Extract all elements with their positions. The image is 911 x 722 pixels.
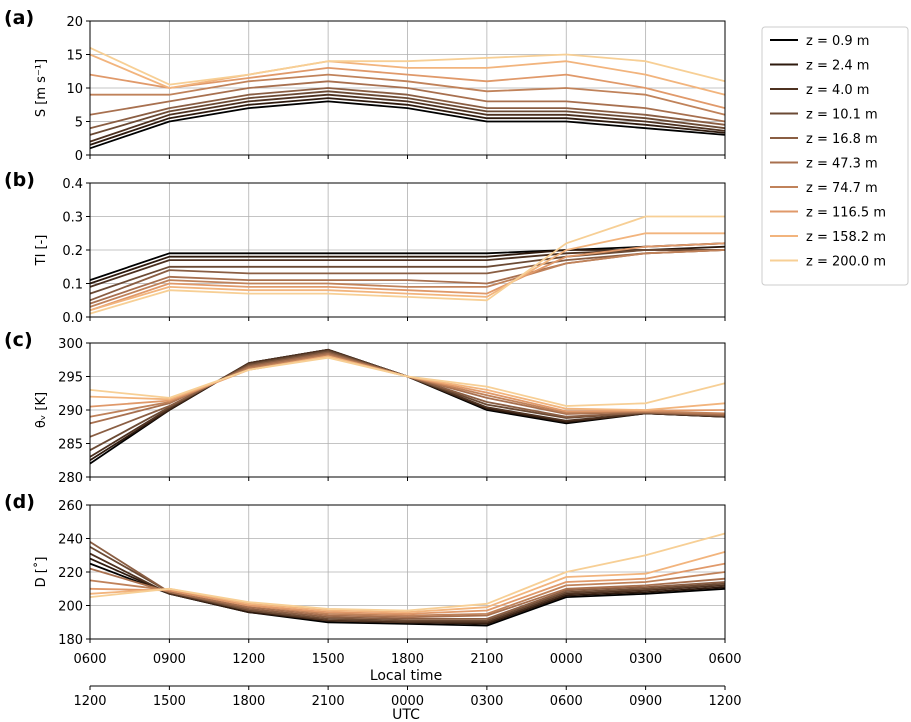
y-tick-label: 260 bbox=[58, 499, 83, 514]
y-tick-label: 0.2 bbox=[62, 244, 83, 259]
utc-tick-label: 1200 bbox=[708, 694, 741, 709]
y-tick-label: 220 bbox=[58, 566, 83, 581]
utc-tick-label: 0300 bbox=[470, 694, 503, 709]
series-line-7 bbox=[89, 249, 726, 308]
series-line-2 bbox=[89, 97, 726, 146]
x-tick-label: 0900 bbox=[153, 652, 186, 667]
y-tick-label: 285 bbox=[58, 438, 83, 453]
series-line-4 bbox=[89, 249, 725, 295]
series-line-10 bbox=[89, 46, 726, 86]
series-line-5 bbox=[89, 249, 726, 302]
y-tick-label: 290 bbox=[58, 404, 83, 419]
panel-label: (b) bbox=[4, 169, 35, 191]
x-tick-label: 0000 bbox=[550, 652, 583, 667]
series-line-1 bbox=[89, 100, 726, 150]
utc-tick-label: 0900 bbox=[629, 694, 662, 709]
y-tick-label: 295 bbox=[58, 371, 83, 386]
y-tick-label: 0 bbox=[75, 149, 83, 164]
y-axis-label: TI [-] bbox=[34, 235, 49, 267]
legend-frame bbox=[761, 26, 909, 286]
legend-entry: z = 0.9 m bbox=[806, 34, 869, 49]
panel-2: 0.0 0.1 0.2 0.3 0.4 TI [-] (b) bbox=[4, 169, 726, 326]
y-axis-label: D [˚] bbox=[33, 557, 49, 588]
legend-entry: z = 10.1 m bbox=[806, 108, 878, 123]
series-line-8 bbox=[89, 242, 726, 312]
y-axis-label: θᵥ [K] bbox=[34, 392, 49, 428]
x-axis-label-local-time: Local time bbox=[370, 668, 442, 684]
legend-entry: z = 200.0 m bbox=[806, 255, 886, 270]
panels: 0 5 10 15 20 S [m s⁻¹] (a) 0.0 0.1 0.2 0.3 0.4 TI [-… bbox=[4, 7, 742, 709]
series-line-7 bbox=[90, 73, 726, 116]
legend: z = 0.9 m z = 2.4 m z = 4.0 m z = 10.1 m z =… bbox=[761, 26, 909, 286]
panel-label: (c) bbox=[4, 329, 33, 351]
x-tick-label: 2100 bbox=[470, 652, 503, 667]
y-tick-label: 15 bbox=[66, 49, 83, 64]
legend-entry: z = 158.2 m bbox=[806, 230, 886, 245]
legend-entry: z = 16.8 m bbox=[806, 132, 878, 147]
y-tick-label: 280 bbox=[58, 471, 83, 486]
utc-tick-label: 1500 bbox=[153, 694, 186, 709]
legend-entry: z = 74.7 m bbox=[806, 181, 878, 196]
legend-items: z = 0.9 m z = 2.4 m z = 4.0 m z = 10.1 m z =… bbox=[770, 34, 886, 270]
x-tick-label: 1800 bbox=[391, 652, 424, 667]
series-line-3 bbox=[89, 552, 726, 624]
y-tick-label: 0.3 bbox=[62, 211, 83, 226]
panel-3: 280 285 290 295 300 θᵥ [K] (c) bbox=[4, 329, 726, 486]
legend-entry: z = 2.4 m bbox=[806, 59, 869, 74]
panel-label: (d) bbox=[4, 491, 35, 513]
utc-tick-label: 1200 bbox=[73, 694, 106, 709]
y-tick-label: 0.1 bbox=[62, 278, 83, 293]
legend-entry: z = 116.5 m bbox=[806, 206, 886, 221]
series-line-3 bbox=[89, 93, 726, 143]
series-line-9 bbox=[89, 53, 726, 96]
series-line-1 bbox=[89, 242, 726, 281]
series-line-8 bbox=[89, 562, 726, 615]
y-tick-label: 180 bbox=[58, 633, 83, 648]
series-line-10 bbox=[89, 215, 725, 315]
series-line-6 bbox=[89, 80, 726, 123]
panel-label: (a) bbox=[4, 7, 34, 29]
legend-entry: z = 4.0 m bbox=[806, 83, 869, 98]
series-line-10 bbox=[89, 532, 726, 612]
x-axis-label-utc: UTC bbox=[392, 707, 420, 722]
y-tick-label: 200 bbox=[58, 600, 83, 615]
x-tick-label: 1200 bbox=[232, 652, 265, 667]
x-tick-label: 0300 bbox=[629, 652, 662, 667]
panel-4: 180 200 220 240 260 D [˚] (d) bbox=[4, 491, 726, 648]
utc-tick-label: 0000 bbox=[391, 694, 424, 709]
series-line-9 bbox=[89, 232, 725, 312]
y-tick-label: 300 bbox=[58, 337, 83, 352]
series-line-3 bbox=[89, 249, 725, 288]
utc-tick-label: 1800 bbox=[232, 694, 265, 709]
utc-tick-label: 0600 bbox=[550, 694, 583, 709]
legend-entry: z = 47.3 m bbox=[806, 157, 878, 172]
y-tick-label: 5 bbox=[75, 116, 83, 131]
y-tick-label: 0.0 bbox=[62, 311, 83, 326]
series-line-10 bbox=[89, 356, 726, 407]
y-tick-label: 10 bbox=[66, 82, 83, 97]
utc-tick-label: 2100 bbox=[312, 694, 345, 709]
panel-1: 0 5 10 15 20 S [m s⁻¹] (a) bbox=[4, 7, 726, 164]
series-line-5 bbox=[89, 87, 726, 130]
x-tick-label: 1500 bbox=[312, 652, 345, 667]
y-axis-label: S [m s⁻¹] bbox=[34, 59, 49, 117]
x-tick-label: 0600 bbox=[73, 652, 106, 667]
series-line-4 bbox=[89, 90, 726, 136]
series-line-8 bbox=[89, 67, 726, 109]
y-tick-label: 240 bbox=[58, 533, 83, 548]
x-tick-label: 0600 bbox=[708, 652, 741, 667]
y-tick-label: 0.4 bbox=[62, 177, 83, 192]
series-line-6 bbox=[89, 567, 726, 619]
y-tick-label: 20 bbox=[66, 15, 83, 30]
